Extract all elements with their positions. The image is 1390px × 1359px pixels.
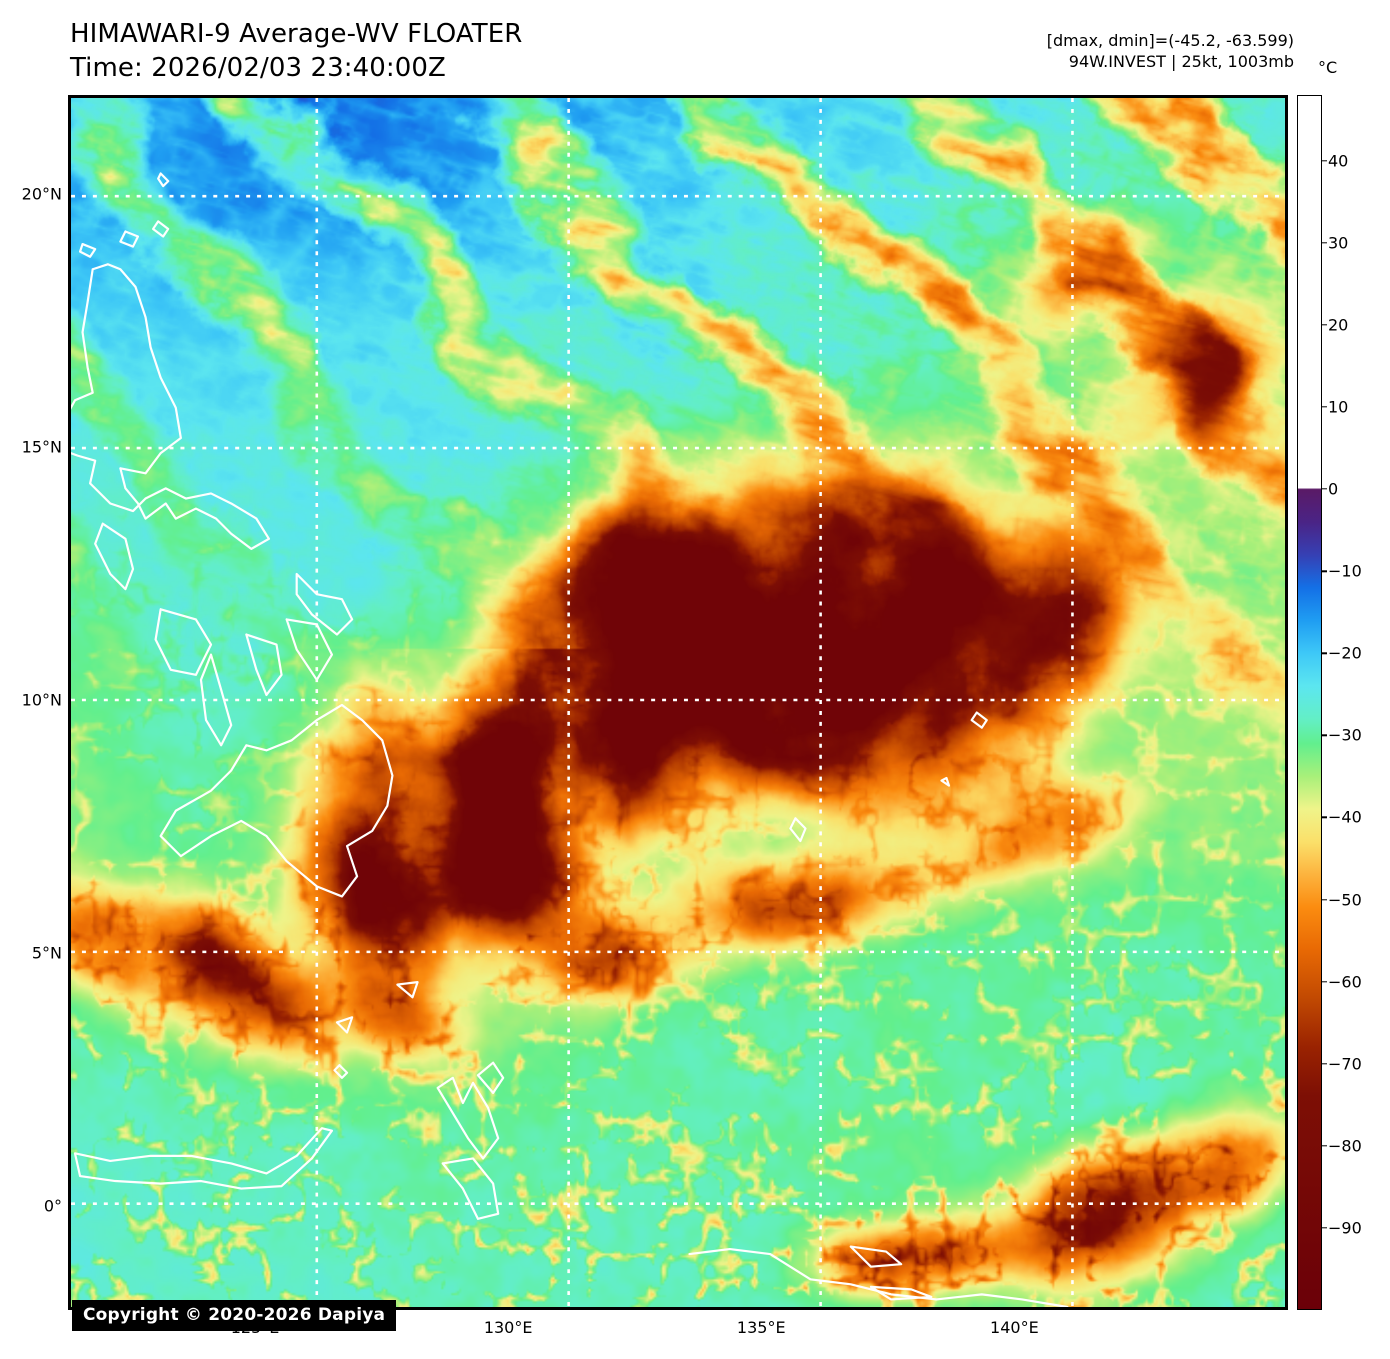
latlon-gridlines [71, 98, 1285, 1307]
colorbar-gradient [1297, 95, 1322, 1310]
colorbar-tickmark [1322, 1145, 1327, 1147]
y-axis-tick-0: 20°N [21, 184, 62, 204]
colorbar-tickmark [1322, 898, 1327, 901]
header-meta-block: [dmax, dmin]=(-45.2, -63.599) 94W.INVEST… [1047, 30, 1294, 73]
satellite-imagery-canvas [71, 98, 1285, 1307]
colorbar-tick-minus20: −20 [1328, 643, 1362, 663]
header-title-block: HIMAWARI-9 Average-WV FLOATER Time: 2026… [70, 18, 522, 86]
colorbar-tick-minus90: −90 [1328, 1218, 1362, 1238]
colorbar-unit-label: °C [1318, 58, 1338, 77]
y-axis-tick-4: 0° [43, 1196, 62, 1216]
copyright-badge: Copyright © 2020-2026 Dapiya [72, 1300, 397, 1331]
colorbar-tickmark [1322, 242, 1327, 244]
satellite-image-plot[interactable] [68, 95, 1288, 1310]
x-axis-tick-2: 135°E [736, 1318, 786, 1337]
colorbar[interactable] [1297, 95, 1322, 1310]
x-axis-tick-3: 140°E [990, 1318, 1039, 1337]
colorbar-tickmark [1322, 324, 1327, 326]
coastline-overlay [71, 172, 1069, 1307]
y-axis-tick-2: 10°N [21, 690, 62, 710]
storm-info-label: 94W.INVEST | 25kt, 1003mb [1068, 52, 1294, 72]
dminmax-label: [dmax, dmin]=(-45.2, -63.599) [1046, 31, 1294, 50]
colorbar-tickmark [1322, 652, 1327, 654]
colorbar-tick-20: 20 [1328, 315, 1349, 335]
colorbar-tickmark [1322, 1227, 1327, 1229]
colorbar-tickmark [1322, 980, 1327, 983]
timestamp-label: Time: 2026/02/03 23:40:00Z [70, 52, 446, 83]
colorbar-tick-minus40: −40 [1328, 807, 1362, 827]
colorbar-tick-minus10: −10 [1328, 561, 1362, 581]
colorbar-tick-minus50: −50 [1328, 890, 1362, 910]
colorbar-tickmark [1322, 159, 1327, 162]
colorbar-tickmark [1322, 1063, 1327, 1065]
colorbar-tick-minus60: −60 [1328, 972, 1362, 992]
colorbar-tick-40: 40 [1328, 151, 1349, 171]
colorbar-tickmark [1322, 734, 1327, 737]
colorbar-tickmark [1322, 406, 1327, 408]
y-axis-tick-1: 15°N [21, 437, 62, 457]
colorbar-tick-minus80: −80 [1328, 1136, 1362, 1156]
colorbar-tick-minus30: −30 [1328, 725, 1362, 745]
x-axis-tick-1: 130°E [483, 1318, 533, 1337]
colorbar-tickmark [1322, 816, 1327, 819]
colorbar-tick-minus70: −70 [1328, 1054, 1362, 1074]
colorbar-tick-0: 0 [1328, 479, 1339, 499]
colorbar-tickmark [1322, 488, 1327, 490]
colorbar-tick-10: 10 [1328, 397, 1349, 417]
colorbar-tickmark [1322, 570, 1327, 572]
colorbar-tick-30: 30 [1328, 233, 1349, 253]
page-title: HIMAWARI-9 Average-WV FLOATER [70, 19, 523, 49]
y-axis-tick-3: 5°N [31, 943, 62, 963]
